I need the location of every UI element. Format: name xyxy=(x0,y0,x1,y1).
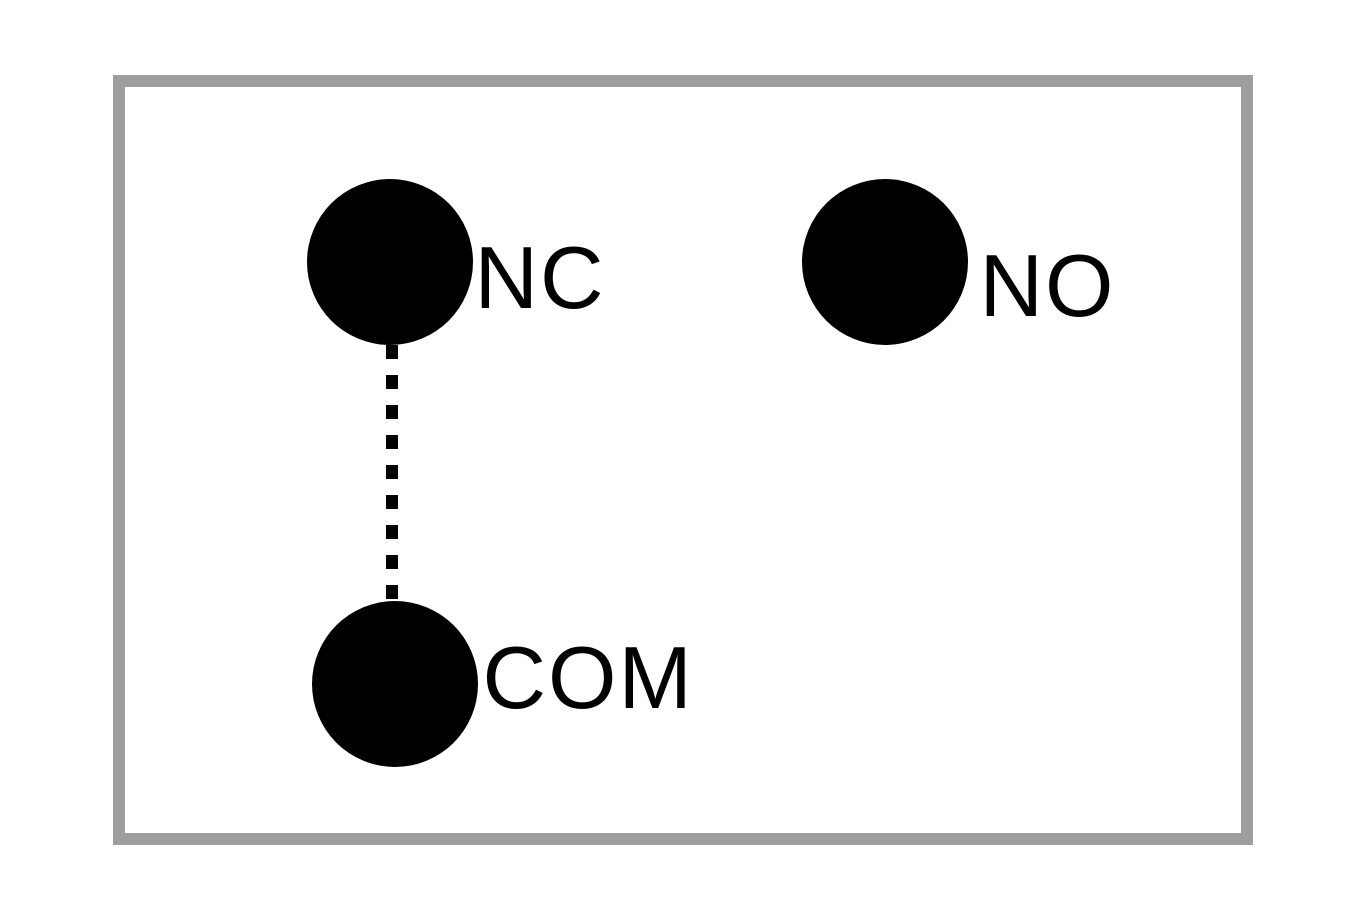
node-nc xyxy=(307,179,473,345)
node-no xyxy=(802,179,968,345)
diagram-svg xyxy=(125,87,1265,857)
node-com xyxy=(312,601,478,767)
label-no: NO xyxy=(980,235,1116,337)
diagram-frame: NC NO COM xyxy=(113,75,1253,845)
label-com: COM xyxy=(483,627,694,729)
relay-diagram: NC NO COM xyxy=(113,75,1253,845)
label-nc: NC xyxy=(475,227,606,329)
